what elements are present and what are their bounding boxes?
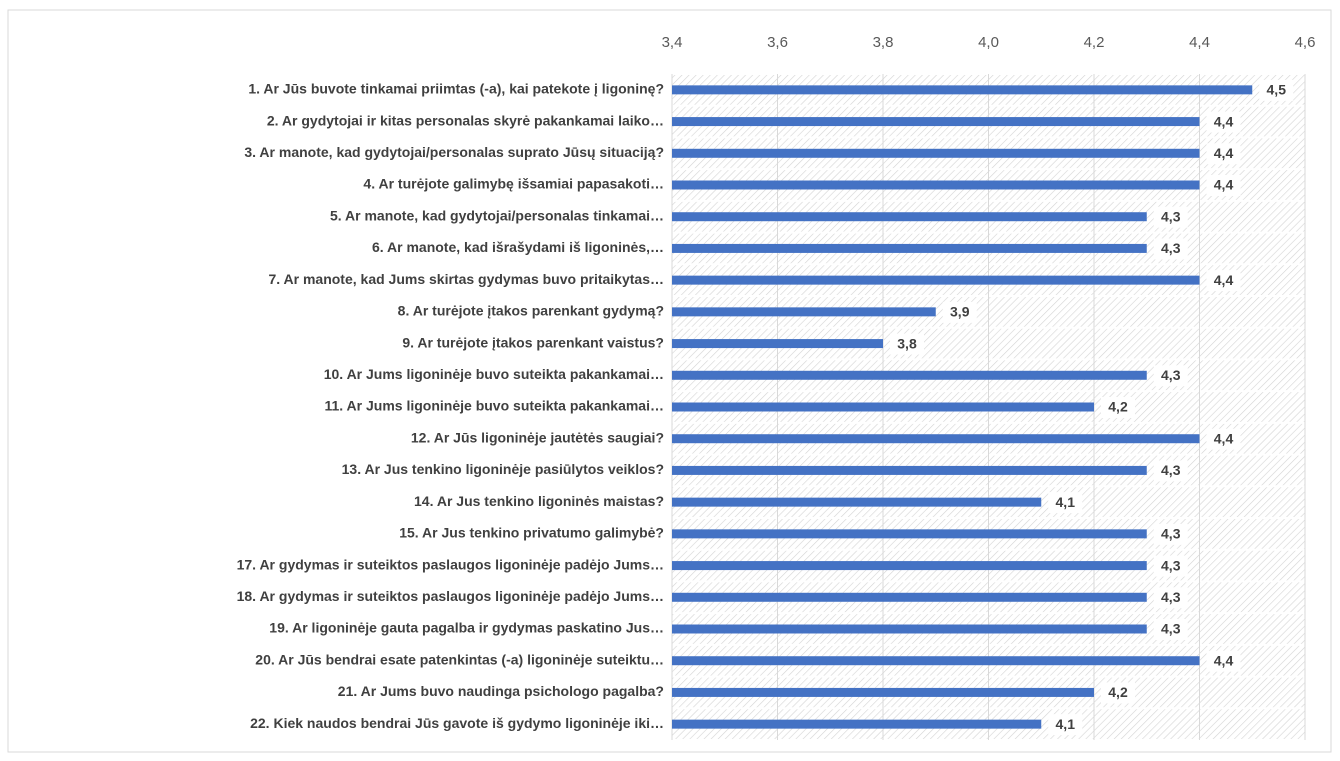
value-label-bg xyxy=(1206,111,1241,133)
value-label-bg xyxy=(1101,397,1135,418)
value-label-bg xyxy=(1153,523,1188,545)
value-label-bg xyxy=(1153,587,1188,609)
value-label: 4,3 xyxy=(1161,621,1181,637)
bar xyxy=(672,275,1200,285)
bar xyxy=(672,180,1200,190)
x-tick-label: 4,4 xyxy=(1189,34,1210,51)
bar xyxy=(672,687,1094,697)
bar xyxy=(672,529,1147,539)
bar xyxy=(672,212,1147,222)
bar xyxy=(672,592,1147,602)
value-label-bg xyxy=(1206,175,1241,196)
value-label-bg xyxy=(942,301,977,323)
bar xyxy=(672,497,1042,507)
category-label: 12. Ar Jūs ligoninėje jautėtės saugiai? xyxy=(411,429,664,445)
bar xyxy=(672,370,1147,380)
bar xyxy=(672,339,883,349)
value-label-bg xyxy=(1153,365,1188,387)
value-label-bg xyxy=(1206,650,1241,672)
value-label: 4,1 xyxy=(1056,494,1076,510)
category-label: 8. Ar turėjote įtakos parenkant gydymą? xyxy=(398,303,664,319)
bar xyxy=(672,434,1200,444)
value-label: 4,3 xyxy=(1161,526,1181,542)
bar xyxy=(672,243,1147,253)
value-label: 4,3 xyxy=(1161,589,1181,605)
category-label: 7. Ar manote, kad Jums skirtas gydymas b… xyxy=(268,271,664,287)
bar xyxy=(672,307,936,317)
value-label-bg xyxy=(1153,619,1188,640)
category-label: 10. Ar Jums ligoninėje buvo suteikta pak… xyxy=(324,366,664,382)
category-label: 17. Ar gydymas ir suteiktos paslaugos li… xyxy=(237,556,664,572)
bar xyxy=(672,561,1147,571)
value-label: 4,2 xyxy=(1108,399,1128,415)
category-label: 22. Kiek naudos bendrai Jūs gavote iš gy… xyxy=(250,715,664,731)
value-label: 4,3 xyxy=(1161,208,1181,224)
value-label-bg xyxy=(1153,555,1188,577)
category-label: 3. Ar manote, kad gydytojai/personalas s… xyxy=(244,144,664,160)
bar xyxy=(672,148,1200,158)
category-label: 14. Ar Jus tenkino ligoninės maistas? xyxy=(414,493,664,509)
category-label: 4. Ar turėjote galimybę išsamiai papasak… xyxy=(363,176,664,192)
x-tick-label: 3,6 xyxy=(767,34,788,51)
value-label: 4,4 xyxy=(1214,430,1234,446)
bar xyxy=(672,117,1200,127)
value-label: 4,4 xyxy=(1214,272,1234,288)
value-label-bg xyxy=(1101,682,1135,704)
bar xyxy=(672,465,1147,475)
x-tick-label: 4,0 xyxy=(978,34,999,51)
category-label: 2. Ar gydytojai ir kitas personalas skyr… xyxy=(267,112,664,128)
x-tick-label: 4,6 xyxy=(1295,34,1316,51)
value-label-bg xyxy=(1206,143,1241,165)
bar xyxy=(672,656,1200,666)
value-label-bg xyxy=(1153,206,1188,228)
value-label-bg xyxy=(1259,79,1294,101)
bar xyxy=(672,402,1094,412)
bar xyxy=(672,85,1253,95)
value-label: 4,3 xyxy=(1161,367,1181,383)
category-label: 19. Ar ligoninėje gauta pagalba ir gydym… xyxy=(269,620,664,636)
value-label-bg xyxy=(890,333,924,355)
category-label: 20. Ar Jūs bendrai esate patenkintas (-a… xyxy=(255,651,664,667)
value-label-bg xyxy=(1153,460,1188,482)
category-label: 9. Ar turėjote įtakos parenkant vaistus? xyxy=(402,334,664,350)
value-label: 4,3 xyxy=(1161,557,1181,573)
value-label-bg xyxy=(1153,238,1188,260)
value-label: 4,3 xyxy=(1161,462,1181,478)
value-label: 4,5 xyxy=(1267,82,1287,98)
category-label: 15. Ar Jus tenkino privatumo galimybė? xyxy=(399,525,664,541)
category-label: 11. Ar Jums ligoninėje buvo suteikta pak… xyxy=(325,398,665,414)
category-label: 1. Ar Jūs buvote tinkamai priimtas (-a),… xyxy=(248,81,664,97)
value-label: 4,2 xyxy=(1108,684,1128,700)
value-label: 4,4 xyxy=(1214,113,1234,129)
category-label: 5. Ar manote, kad gydytojai/personalas t… xyxy=(330,207,664,223)
category-label: 13. Ar Jus tenkino ligoninėje pasiūlytos… xyxy=(342,461,664,477)
category-label: 21. Ar Jums buvo naudinga psichologo pag… xyxy=(338,683,664,699)
bar xyxy=(672,624,1147,634)
x-tick-label: 4,2 xyxy=(1084,34,1105,51)
value-label-bg xyxy=(1206,428,1241,450)
bar xyxy=(672,719,1042,729)
value-label: 4,4 xyxy=(1214,177,1234,193)
value-label: 4,4 xyxy=(1214,652,1234,668)
value-label-bg xyxy=(1206,270,1241,292)
value-label-bg xyxy=(1048,714,1083,736)
x-tick-label: 3,8 xyxy=(873,34,894,51)
value-label: 4,4 xyxy=(1214,145,1234,161)
x-tick-label: 3,4 xyxy=(662,34,683,51)
value-label: 3,9 xyxy=(950,304,970,320)
category-label: 18. Ar gydymas ir suteiktos paslaugos li… xyxy=(237,588,664,604)
value-label: 4,3 xyxy=(1161,240,1181,256)
value-label-bg xyxy=(1048,492,1083,514)
value-label: 3,8 xyxy=(897,335,917,351)
category-label: 6. Ar manote, kad išrašydami iš ligoninė… xyxy=(372,239,664,255)
value-label: 4,1 xyxy=(1056,716,1076,732)
